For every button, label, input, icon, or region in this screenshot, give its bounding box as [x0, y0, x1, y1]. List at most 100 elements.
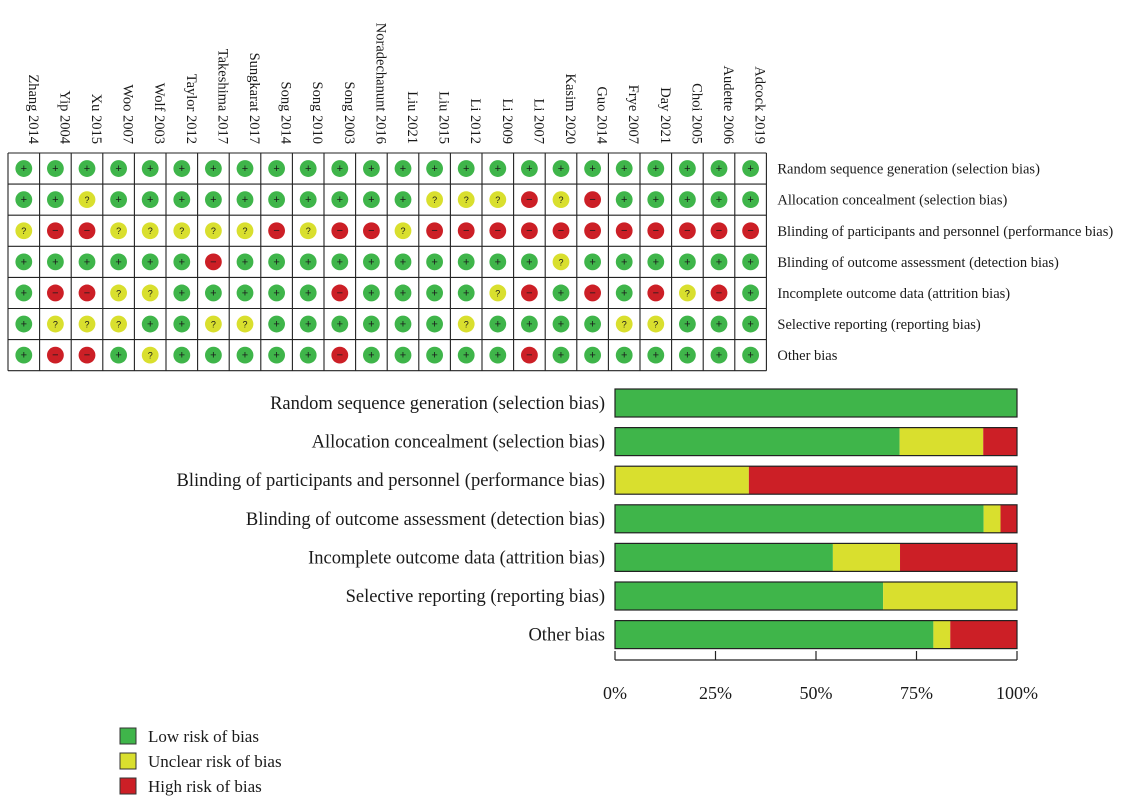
judgement-dot-low [141, 253, 159, 271]
judgement-symbol: + [115, 194, 121, 206]
judgement-dot-low [236, 284, 254, 302]
judgement-dot-low [110, 191, 127, 209]
study-label: Woo 2007 [120, 84, 136, 144]
judgement-dot-low [331, 191, 349, 209]
judgement-dot-low [394, 160, 412, 177]
judgement-dot-low [710, 346, 728, 364]
judgement-symbol: + [431, 350, 437, 362]
judgement-dot-unclear [141, 284, 159, 302]
bar-outline [614, 619, 1018, 650]
judgement-symbol: + [147, 194, 153, 206]
judgement-symbol: + [621, 194, 627, 206]
judgement-dot-low [615, 191, 633, 209]
judgement-dot-low [457, 346, 475, 364]
judgement-dot-unclear [110, 222, 127, 240]
judgement-symbol: − [621, 225, 627, 237]
judgement-symbol: + [431, 318, 437, 330]
judgement-symbol: ? [53, 319, 58, 329]
judgement-dot-unclear [205, 222, 222, 240]
judgement-symbol: + [653, 350, 659, 362]
judgement-symbol: + [526, 256, 532, 268]
judgement-symbol: − [52, 350, 58, 362]
bar-outline [614, 465, 1018, 495]
judgement-symbol: ? [653, 319, 658, 329]
judgement-symbol: − [526, 350, 532, 362]
judgement-symbol: ? [432, 195, 437, 205]
judgement-dot-low [47, 191, 64, 209]
judgement-dot-low [236, 191, 254, 209]
judgement-dot-low [205, 346, 222, 364]
judgement-dot-low [426, 315, 443, 333]
judgement-symbol: − [84, 350, 90, 362]
judgement-dot-low [173, 253, 191, 271]
judgement-symbol: + [684, 256, 690, 268]
judgement-symbol: − [684, 225, 690, 237]
judgement-symbol: + [400, 287, 406, 299]
judgement-dot-low [584, 346, 601, 364]
judgement-dot-unclear [679, 284, 696, 302]
judgement-symbol: + [305, 318, 311, 330]
judgement-dot-high [78, 346, 96, 364]
judgement-dot-high [647, 284, 665, 302]
judgement-dot-low [426, 284, 443, 302]
x-tick-label: 50% [800, 683, 833, 703]
bar-category-label: Allocation concealment (selection bias) [312, 433, 605, 453]
judgement-symbol: − [716, 287, 722, 299]
study-label: Li 2007 [530, 98, 546, 144]
bar-segment-low [615, 427, 900, 456]
judgement-dot-low [489, 253, 507, 271]
judgement-symbol: + [273, 350, 279, 362]
judgement-dot-low [110, 160, 127, 177]
judgement-dot-low [647, 160, 665, 177]
judgement-dot-unclear [615, 315, 633, 333]
legend-swatch-unclear [119, 752, 137, 770]
judgement-symbol: − [589, 287, 595, 299]
judgement-dot-low [268, 191, 285, 209]
study-label: Takeshima 2017 [214, 49, 230, 144]
judgement-dot-low [268, 346, 285, 364]
judgement-symbol: + [273, 163, 279, 175]
judgement-dot-unclear [236, 315, 254, 333]
judgement-dot-low [15, 253, 33, 271]
judgement-dot-low [47, 253, 64, 271]
judgement-dot-high [331, 346, 349, 364]
judgement-dot-high [426, 222, 443, 240]
judgement-symbol: + [463, 163, 469, 175]
judgement-symbol: + [210, 287, 216, 299]
judgement-symbol: + [305, 163, 311, 175]
bar-segment-high [983, 427, 1017, 456]
judgement-dot-high [710, 222, 728, 240]
judgement-symbol: + [147, 163, 153, 175]
judgement-dot-low [268, 160, 285, 177]
judgement-symbol: + [242, 163, 248, 175]
judgement-symbol: + [558, 163, 564, 175]
judgement-dot-unclear [78, 191, 96, 209]
judgement-dot-high [584, 284, 601, 302]
judgement-dot-unclear [489, 191, 507, 209]
judgement-dot-high [331, 284, 349, 302]
judgement-dot-low [457, 284, 475, 302]
judgement-symbol: − [716, 225, 722, 237]
judgement-dot-unclear [552, 191, 570, 209]
judgement-symbol: ? [464, 319, 469, 329]
judgement-dot-low [426, 253, 443, 271]
judgement-symbol: + [684, 350, 690, 362]
judgement-dot-low [394, 191, 412, 209]
judgement-symbol: + [21, 194, 27, 206]
judgement-dot-unclear [299, 222, 317, 240]
bar-segment-unclear [983, 504, 1001, 533]
judgement-symbol: + [747, 256, 753, 268]
judgement-symbol: + [400, 256, 406, 268]
judgement-symbol: + [179, 318, 185, 330]
bar-category-label: Blinding of participants and personnel (… [177, 471, 605, 491]
judgement-dot-low [141, 315, 159, 333]
judgement-dot-high [552, 222, 570, 240]
judgement-dot-low [236, 253, 254, 271]
judgement-dot-high [47, 284, 64, 302]
judgement-symbol: ? [495, 195, 500, 205]
judgement-dot-low [615, 284, 633, 302]
judgement-dot-low [15, 191, 33, 209]
judgement-symbol: ? [21, 226, 26, 236]
judgement-dot-low [205, 160, 222, 177]
